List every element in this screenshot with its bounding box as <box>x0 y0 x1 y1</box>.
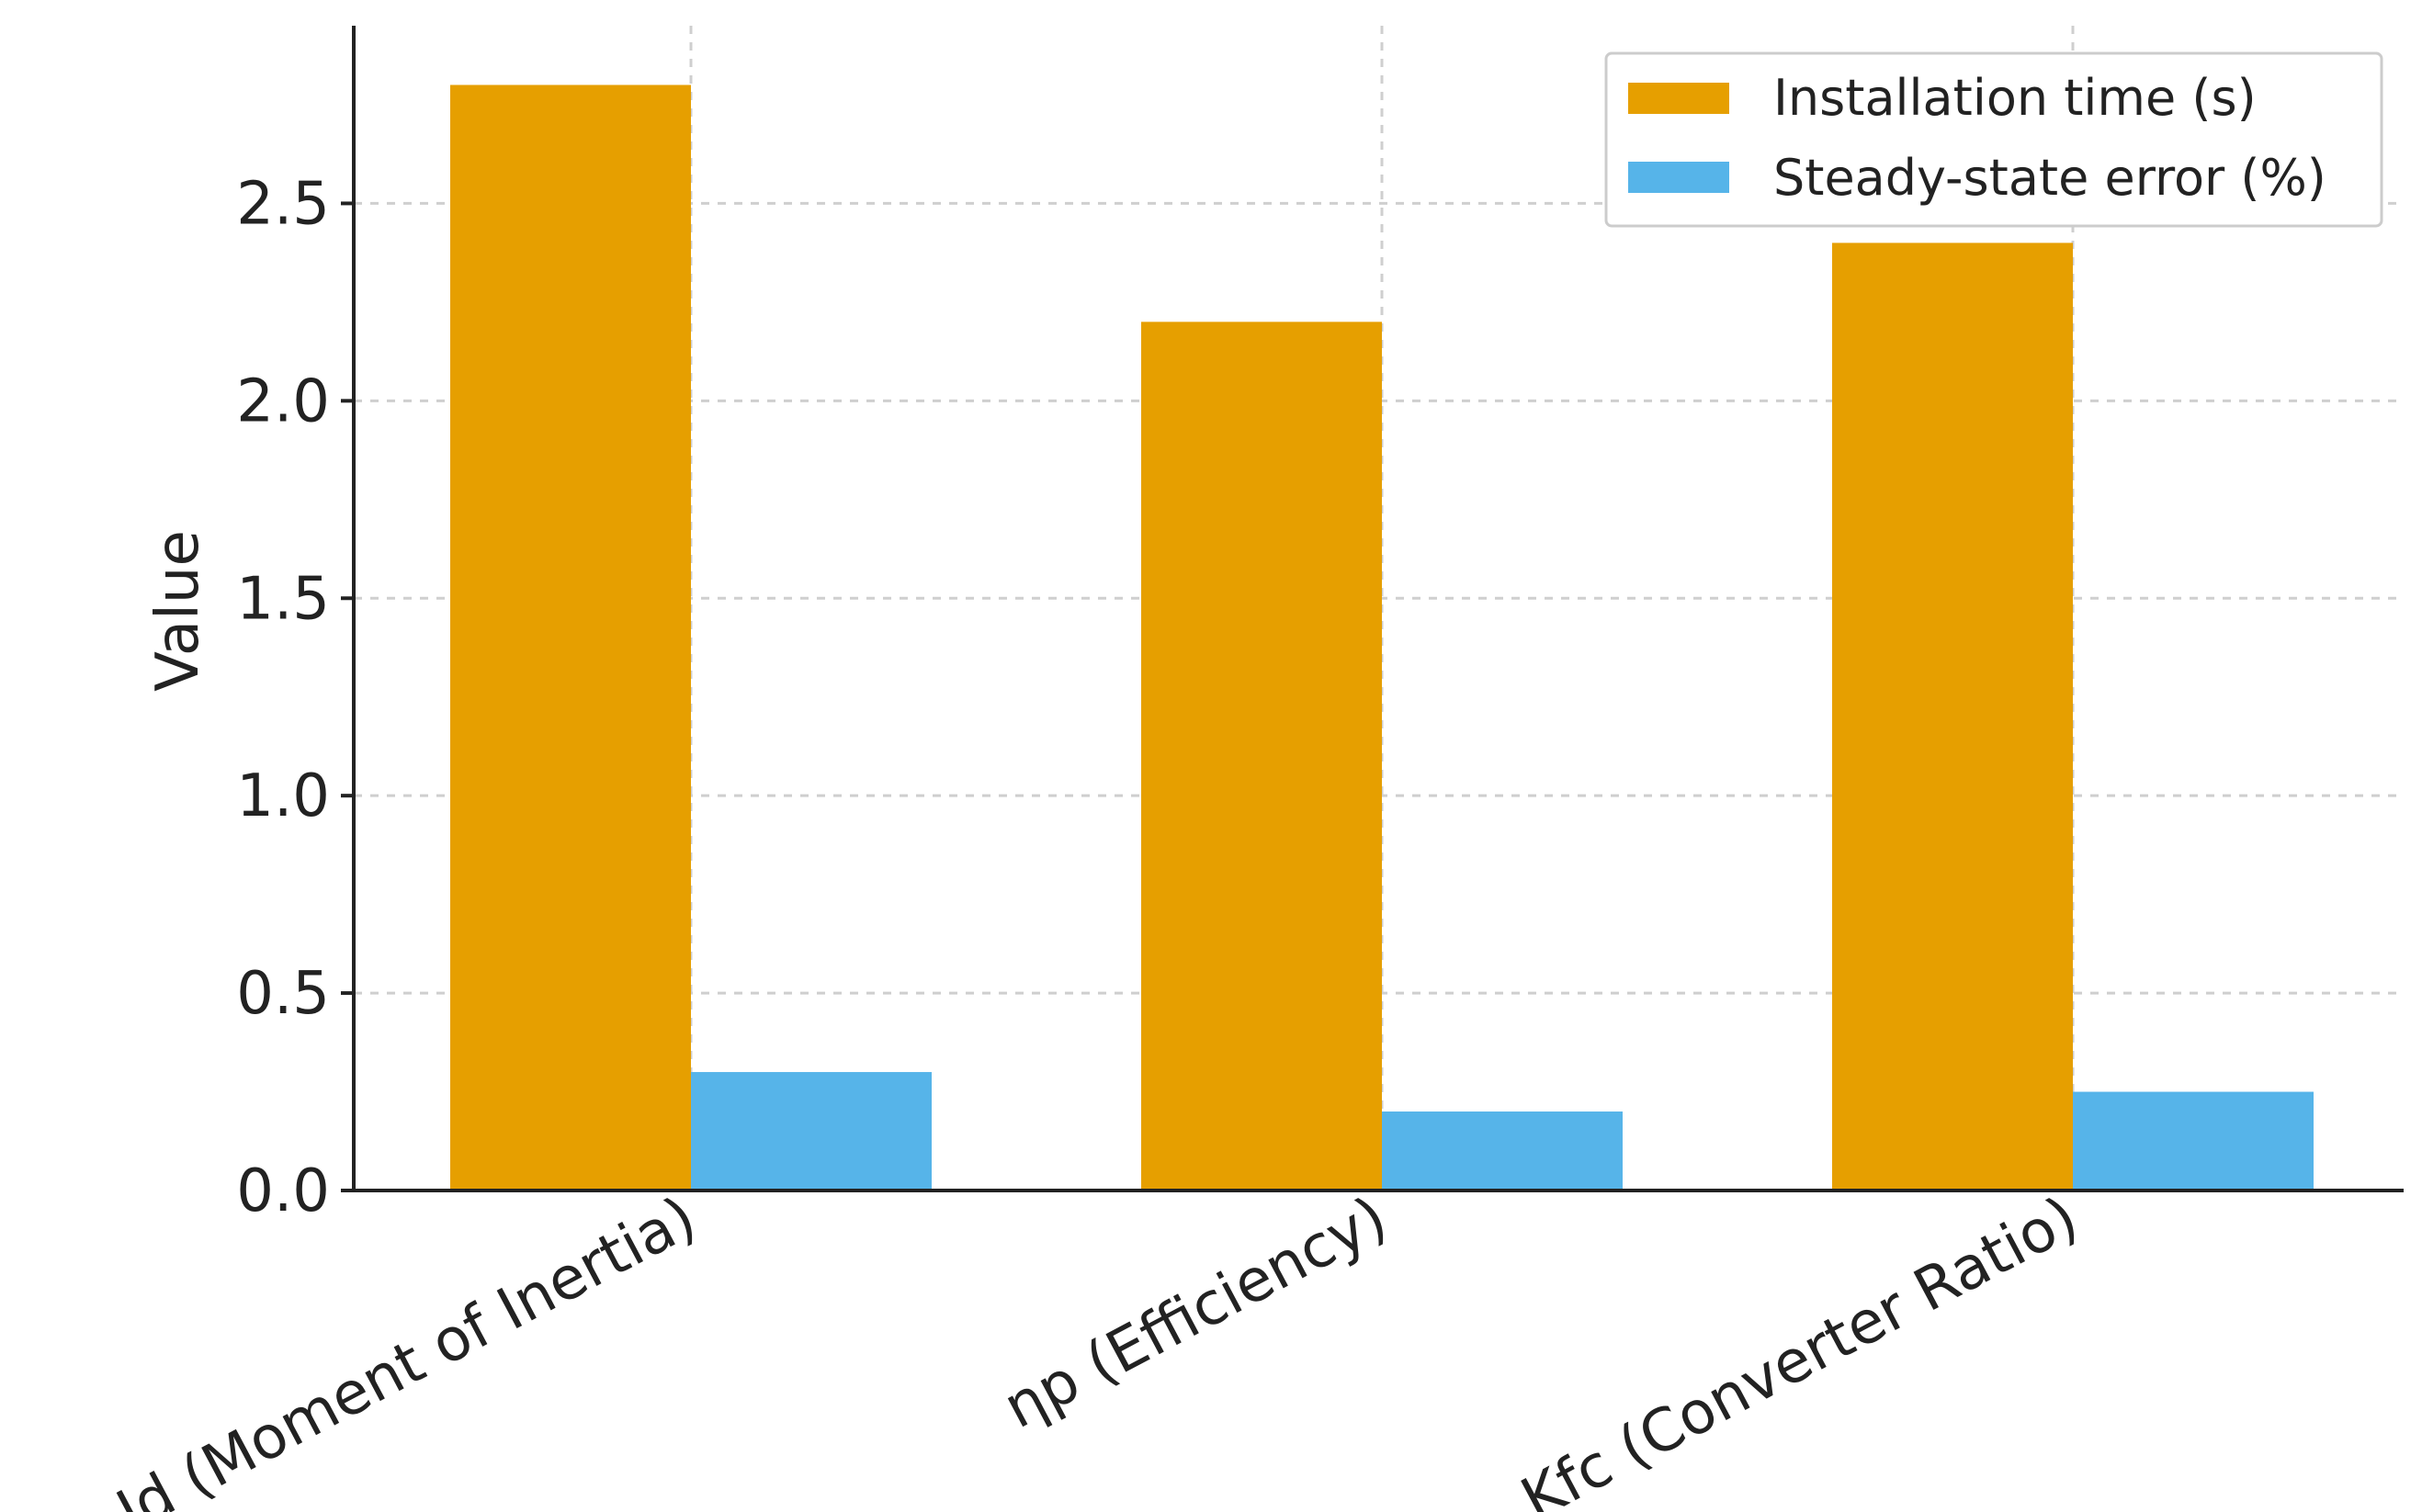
bar-installation-time-2 <box>1832 243 2073 1191</box>
y-tick-label: 1.5 <box>236 565 330 633</box>
y-tick-label: 1.0 <box>236 762 330 830</box>
y-tick-label: 0.0 <box>236 1157 330 1225</box>
bar-steady-state-error-1 <box>1382 1111 1623 1190</box>
legend: Installation time (s) Steady-state error… <box>1604 51 2383 228</box>
axes <box>352 26 2404 1192</box>
y-axis-title: Value <box>144 530 212 692</box>
legend-label-installation-time: Installation time (s) <box>1773 69 2257 127</box>
x-category-label: ηp (Efficiency) <box>993 1184 1398 1442</box>
bar-installation-time-1 <box>1141 322 1382 1190</box>
legend-swatch-installation-time <box>1628 83 1729 114</box>
x-category-label: Kfc (Converter Ratio) <box>1511 1184 2088 1512</box>
legend-box <box>1604 51 2383 228</box>
y-tick-label: 2.0 <box>236 367 330 435</box>
y-ticks: 0.0 0.5 1.0 1.5 2.0 2.5 <box>236 170 354 1225</box>
x-category-label: Jd (Moment of Inertia) <box>103 1184 707 1512</box>
bar-steady-state-error-2 <box>2073 1091 2314 1190</box>
bar-installation-time-0 <box>450 85 691 1190</box>
bar-steady-state-error-0 <box>691 1072 932 1190</box>
y-tick-label: 2.5 <box>236 170 330 238</box>
x-category-labels: Jd (Moment of Inertia) ηp (Efficiency) Kfc… <box>103 1184 2088 1512</box>
legend-swatch-steady-state-error <box>1628 162 1729 193</box>
legend-label-steady-state-error: Steady-state error (%) <box>1773 149 2326 207</box>
y-tick-label: 0.5 <box>236 960 330 1028</box>
bars <box>450 85 2314 1191</box>
